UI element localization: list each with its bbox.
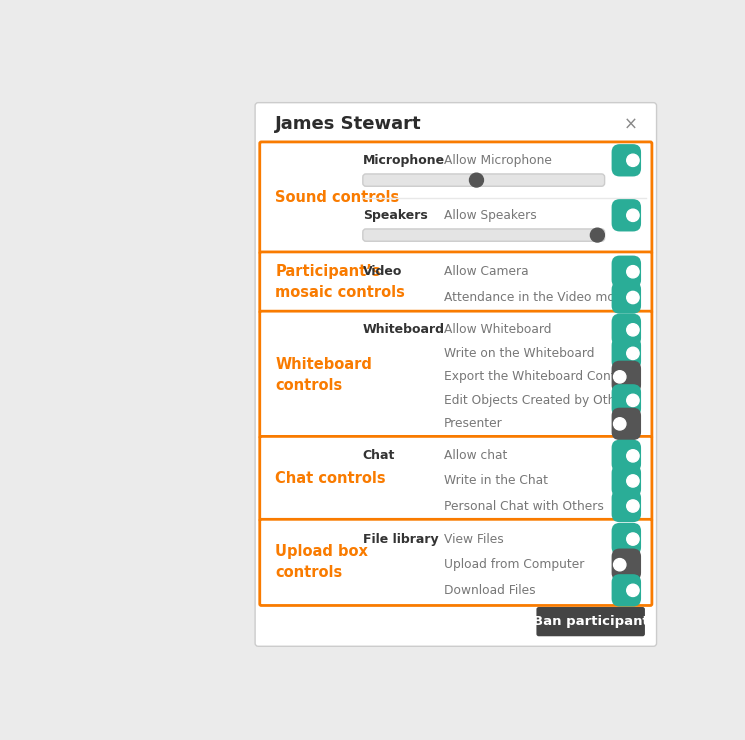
FancyBboxPatch shape <box>363 229 605 241</box>
Text: Attendance in the Video mosaic: Attendance in the Video mosaic <box>444 291 639 304</box>
Circle shape <box>590 228 604 242</box>
FancyBboxPatch shape <box>612 255 641 288</box>
Circle shape <box>627 323 639 336</box>
Text: Personal Chat with Others: Personal Chat with Others <box>444 500 604 513</box>
FancyBboxPatch shape <box>612 490 641 522</box>
FancyBboxPatch shape <box>260 142 652 254</box>
Circle shape <box>627 394 639 406</box>
FancyBboxPatch shape <box>363 174 605 186</box>
FancyBboxPatch shape <box>260 437 652 521</box>
Circle shape <box>627 500 639 512</box>
Circle shape <box>627 292 639 303</box>
Text: Microphone: Microphone <box>363 154 445 166</box>
Circle shape <box>627 209 639 221</box>
Text: Upload box
controls: Upload box controls <box>275 545 368 580</box>
Circle shape <box>627 533 639 545</box>
Circle shape <box>469 173 484 187</box>
Text: Whiteboard
controls: Whiteboard controls <box>275 357 372 392</box>
Text: File library: File library <box>363 533 439 545</box>
FancyBboxPatch shape <box>612 440 641 472</box>
Text: Allow Whiteboard: Allow Whiteboard <box>444 323 552 337</box>
Text: Upload from Computer: Upload from Computer <box>444 558 585 571</box>
FancyBboxPatch shape <box>260 311 652 438</box>
FancyBboxPatch shape <box>612 314 641 346</box>
Text: Export the Whiteboard Content: Export the Whiteboard Content <box>444 370 636 383</box>
Text: Chat: Chat <box>363 449 395 462</box>
Text: Whiteboard: Whiteboard <box>363 323 445 337</box>
FancyBboxPatch shape <box>612 384 641 417</box>
Text: Ban participant: Ban participant <box>533 615 649 628</box>
Circle shape <box>627 450 639 462</box>
FancyBboxPatch shape <box>612 144 641 176</box>
Circle shape <box>614 559 626 571</box>
FancyBboxPatch shape <box>612 523 641 555</box>
FancyBboxPatch shape <box>612 199 641 232</box>
Text: Allow chat: Allow chat <box>444 449 507 462</box>
FancyBboxPatch shape <box>612 574 641 607</box>
FancyBboxPatch shape <box>612 548 641 581</box>
Circle shape <box>627 154 639 166</box>
Text: Write on the Whiteboard: Write on the Whiteboard <box>444 347 595 360</box>
FancyBboxPatch shape <box>612 337 641 369</box>
Circle shape <box>627 584 639 596</box>
Text: Edit Objects Created by Others: Edit Objects Created by Others <box>444 394 635 407</box>
Text: View Files: View Files <box>444 533 504 545</box>
FancyBboxPatch shape <box>612 408 641 440</box>
Text: Speakers: Speakers <box>363 209 428 222</box>
Circle shape <box>627 266 639 278</box>
Text: Participant’s
mosaic controls: Participant’s mosaic controls <box>275 264 405 300</box>
FancyBboxPatch shape <box>612 465 641 497</box>
Text: ×: × <box>624 115 638 133</box>
FancyBboxPatch shape <box>612 360 641 393</box>
Text: Video: Video <box>363 265 402 278</box>
Text: Allow Microphone: Allow Microphone <box>444 154 552 166</box>
Circle shape <box>627 347 639 360</box>
FancyBboxPatch shape <box>612 281 641 314</box>
Text: Presenter: Presenter <box>444 417 503 431</box>
FancyBboxPatch shape <box>260 252 652 313</box>
Text: Sound controls: Sound controls <box>275 190 399 205</box>
Text: Download Files: Download Files <box>444 584 536 597</box>
FancyBboxPatch shape <box>255 103 656 646</box>
FancyBboxPatch shape <box>536 607 645 636</box>
FancyBboxPatch shape <box>260 519 652 605</box>
Circle shape <box>614 371 626 383</box>
Text: Allow Speakers: Allow Speakers <box>444 209 537 222</box>
Text: Write in the Chat: Write in the Chat <box>444 474 548 488</box>
Circle shape <box>614 417 626 430</box>
Circle shape <box>627 475 639 487</box>
Text: James Stewart: James Stewart <box>275 115 422 133</box>
Text: Chat controls: Chat controls <box>275 471 386 486</box>
Text: Allow Camera: Allow Camera <box>444 265 529 278</box>
